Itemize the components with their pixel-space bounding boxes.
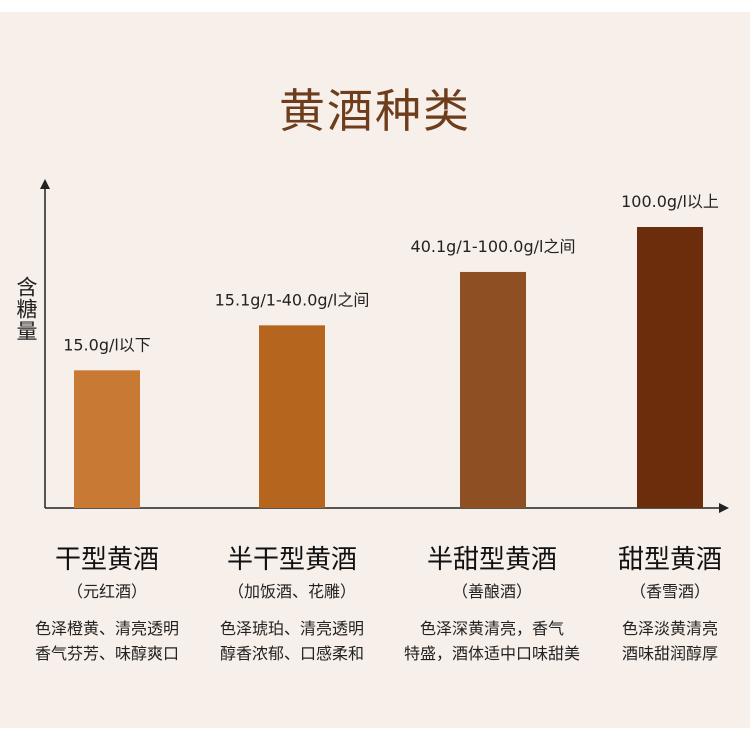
x-axis-arrow: [719, 503, 729, 513]
category-description: 色泽橙黄、清亮透明 香气芬芳、味醇爽口: [14, 616, 200, 666]
y-axis-label: 含糖量: [14, 276, 38, 342]
category-description: 色泽深黄清亮，香气 特盛，酒体适中口味甜美: [399, 616, 585, 666]
bottom-strip: [0, 728, 750, 738]
category-4: 甜型黄酒 （香雪酒） 色泽淡黄清亮 酒味甜润醇厚: [577, 544, 750, 666]
bar-labels: 15.0g/l以下 15.1g/1-40.0g/l之间 40.1g/1-100.0g…: [63, 192, 719, 354]
bar-2: [259, 325, 325, 508]
category-description: 色泽淡黄清亮 酒味甜润醇厚: [577, 616, 750, 666]
description-line: 色泽淡黄清亮: [621, 619, 718, 638]
y-axis-arrow: [40, 179, 50, 189]
y-axis: [40, 179, 50, 508]
category-name: 半甜型黄酒: [426, 545, 557, 575]
bar-4: [637, 227, 703, 508]
category-name: 干型黄酒: [54, 545, 159, 575]
category-alias: （元红酒）: [66, 582, 147, 601]
description-line: 醇香浓郁、口感柔和: [219, 644, 364, 663]
bars: [74, 227, 703, 508]
category-2: 半干型黄酒 （加饭酒、花雕） 色泽琥珀、清亮透明 醇香浓郁、口感柔和: [199, 544, 385, 666]
bar-value-label: 15.0g/l以下: [63, 335, 151, 354]
category-name: 甜型黄酒: [617, 545, 722, 575]
description-line: 酒味甜润醇厚: [621, 644, 718, 663]
description-line: 色泽琥珀、清亮透明: [219, 619, 364, 638]
bar-value-label: 100.0g/l以上: [621, 192, 719, 211]
bar-3: [460, 271, 526, 508]
category-alias: （善酿酒）: [451, 582, 532, 601]
bar-value-label: 40.1g/1-100.0g/l之间: [411, 237, 576, 256]
description-line: 色泽橙黄、清亮透明: [34, 619, 179, 638]
category-alias: （香雪酒）: [629, 582, 710, 601]
page-title: 黄酒种类: [279, 84, 471, 138]
bar-value-label: 15.1g/1-40.0g/l之间: [215, 290, 370, 309]
category-description: 色泽琥珀、清亮透明 醇香浓郁、口感柔和: [199, 616, 385, 666]
top-strip: [0, 0, 750, 12]
bar-1: [74, 370, 140, 508]
category-3: 半甜型黄酒 （善酿酒） 色泽深黄清亮，香气 特盛，酒体适中口味甜美: [399, 544, 585, 666]
description-line: 香气芬芳、味醇爽口: [34, 644, 179, 663]
category-name: 半干型黄酒: [226, 545, 357, 575]
category-alias: （加饭酒、花雕）: [227, 582, 356, 601]
x-axis: [45, 503, 729, 513]
category-1: 干型黄酒 （元红酒） 色泽橙黄、清亮透明 香气芬芳、味醇爽口: [14, 544, 200, 666]
description-line: 特盛，酒体适中口味甜美: [403, 644, 580, 663]
description-line: 色泽深黄清亮，香气: [419, 619, 564, 638]
